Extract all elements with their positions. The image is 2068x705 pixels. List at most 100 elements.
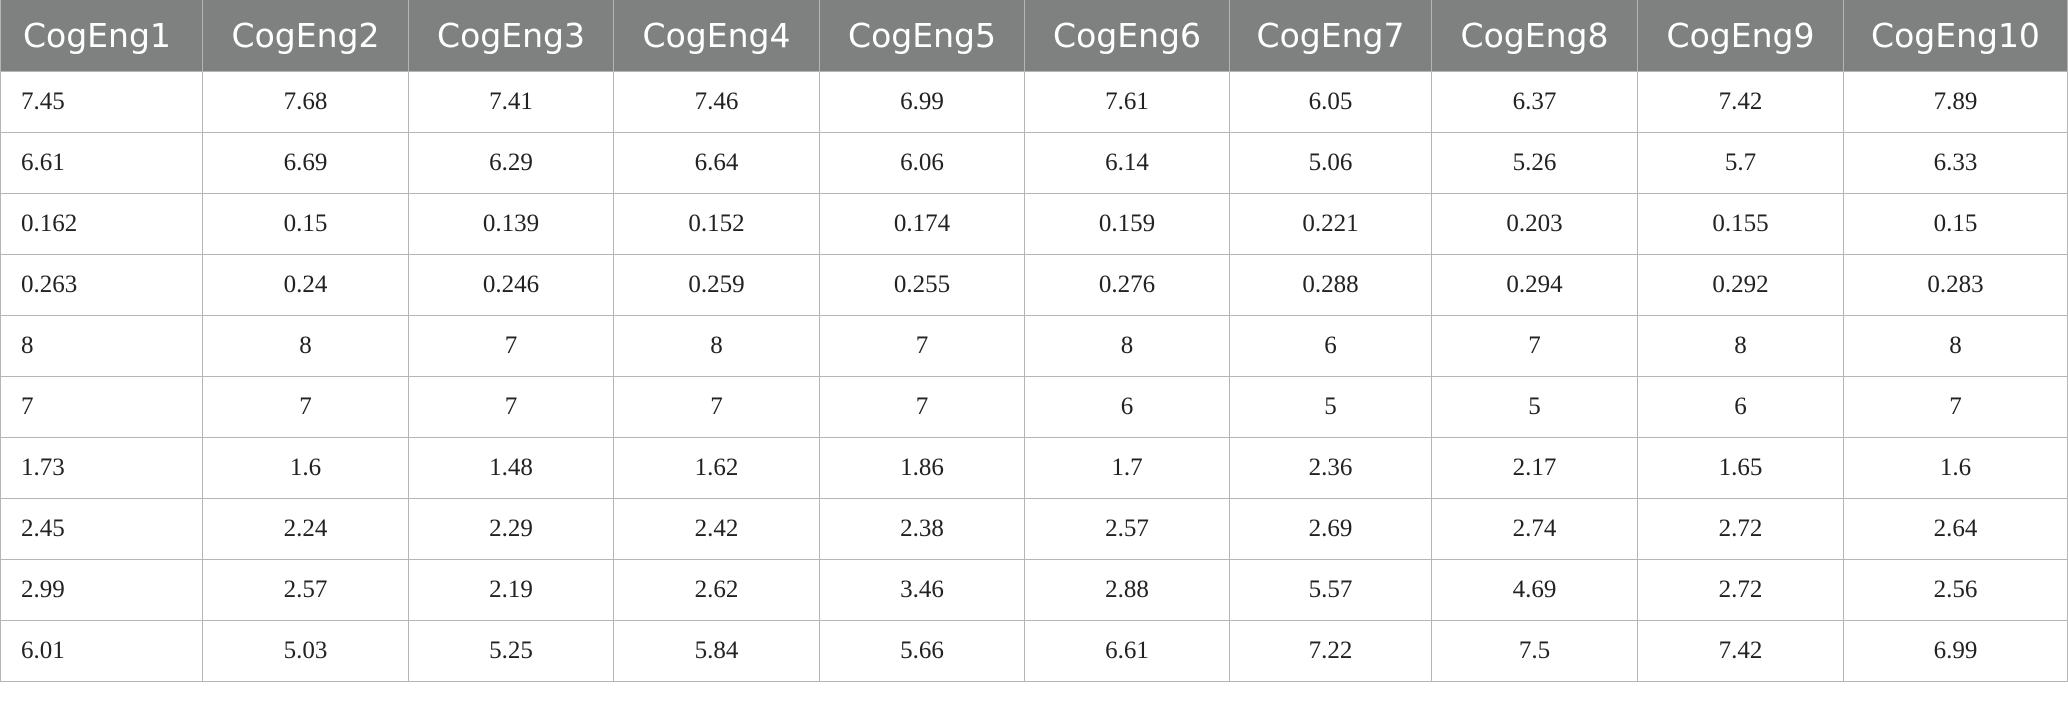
table-cell: 7.45 xyxy=(0,71,203,133)
table-cell: 7.42 xyxy=(1637,71,1844,133)
table-cell: 7 xyxy=(408,376,614,438)
column-header: CogEng3 xyxy=(408,0,614,72)
table-cell: 2.45 xyxy=(0,498,203,560)
table-cell: 2.64 xyxy=(1843,498,2068,560)
table-cell: 5.03 xyxy=(202,620,409,682)
table-row: 1.73 1.6 1.48 1.62 1.86 1.7 2.36 2.17 1.65 1.6 xyxy=(0,437,2068,499)
table-cell: 0.24 xyxy=(202,254,409,316)
table-cell: 6.99 xyxy=(1843,620,2068,682)
column-header: CogEng2 xyxy=(202,0,409,72)
table-cell: 0.288 xyxy=(1229,254,1432,316)
table-cell: 0.15 xyxy=(202,193,409,255)
table-cell: 2.99 xyxy=(0,559,203,621)
table-cell: 2.74 xyxy=(1431,498,1638,560)
table-cell: 1.48 xyxy=(408,437,614,499)
table-cell: 8 xyxy=(613,315,820,377)
table-cell: 5.06 xyxy=(1229,132,1432,194)
table-cell: 1.7 xyxy=(1024,437,1230,499)
table-cell: 7.89 xyxy=(1843,71,2068,133)
table-row: 2.45 2.24 2.29 2.42 2.38 2.57 2.69 2.74 2.72 2.64 xyxy=(0,498,2068,560)
table-cell: 2.29 xyxy=(408,498,614,560)
table-cell: 7.61 xyxy=(1024,71,1230,133)
table-cell: 0.162 xyxy=(0,193,203,255)
table-cell: 0.283 xyxy=(1843,254,2068,316)
table-cell: 0.203 xyxy=(1431,193,1638,255)
table-cell: 6.33 xyxy=(1843,132,2068,194)
table-cell: 1.73 xyxy=(0,437,203,499)
table-cell: 5.25 xyxy=(408,620,614,682)
table-cell: 2.56 xyxy=(1843,559,2068,621)
table-cell: 2.57 xyxy=(202,559,409,621)
table-cell: 6.99 xyxy=(819,71,1025,133)
table-cell: 2.88 xyxy=(1024,559,1230,621)
data-table: CogEng1 CogEng2 CogEng3 CogEng4 CogEng5 CogEn… xyxy=(0,0,2068,682)
table-cell: 6.61 xyxy=(0,132,203,194)
table-cell: 7 xyxy=(819,376,1025,438)
table-cell: 7.68 xyxy=(202,71,409,133)
table-cell: 1.86 xyxy=(819,437,1025,499)
table-cell: 2.36 xyxy=(1229,437,1432,499)
table-cell: 0.246 xyxy=(408,254,614,316)
table-cell: 6.37 xyxy=(1431,71,1638,133)
table-cell: 2.57 xyxy=(1024,498,1230,560)
column-header: CogEng8 xyxy=(1431,0,1638,72)
column-header: CogEng6 xyxy=(1024,0,1230,72)
column-header: CogEng7 xyxy=(1229,0,1432,72)
table-cell: 1.65 xyxy=(1637,437,1844,499)
table-cell: 6.06 xyxy=(819,132,1025,194)
table-cell: 5.7 xyxy=(1637,132,1844,194)
column-header: CogEng1 xyxy=(0,0,203,72)
table-cell: 2.24 xyxy=(202,498,409,560)
table-cell: 7.42 xyxy=(1637,620,1844,682)
table-cell: 0.159 xyxy=(1024,193,1230,255)
table-cell: 8 xyxy=(0,315,203,377)
table-cell: 7 xyxy=(0,376,203,438)
table-cell: 7.46 xyxy=(613,71,820,133)
table-cell: 5 xyxy=(1229,376,1432,438)
table-cell: 5.66 xyxy=(819,620,1025,682)
table-cell: 6.29 xyxy=(408,132,614,194)
table-cell: 0.294 xyxy=(1431,254,1638,316)
table-cell: 2.38 xyxy=(819,498,1025,560)
table-cell: 1.6 xyxy=(202,437,409,499)
table-cell: 8 xyxy=(1024,315,1230,377)
table-cell: 2.62 xyxy=(613,559,820,621)
table-row: 6.61 6.69 6.29 6.64 6.06 6.14 5.06 5.26 5.7 6.33 xyxy=(0,132,2068,194)
table-cell: 2.72 xyxy=(1637,498,1844,560)
column-header: CogEng9 xyxy=(1637,0,1844,72)
table-cell: 6.69 xyxy=(202,132,409,194)
table-row: 0.263 0.24 0.246 0.259 0.255 0.276 0.288 0.294 0… xyxy=(0,254,2068,316)
table-cell: 7.22 xyxy=(1229,620,1432,682)
table-cell: 7 xyxy=(613,376,820,438)
table-cell: 3.46 xyxy=(819,559,1025,621)
table-cell: 2.19 xyxy=(408,559,614,621)
table-cell: 5 xyxy=(1431,376,1638,438)
column-header: CogEng5 xyxy=(819,0,1025,72)
table-cell: 6.61 xyxy=(1024,620,1230,682)
header-row: CogEng1 CogEng2 CogEng3 CogEng4 CogEng5 CogEn… xyxy=(0,0,2068,72)
table-cell: 0.259 xyxy=(613,254,820,316)
table-row: 2.99 2.57 2.19 2.62 3.46 2.88 5.57 4.69 2.72 2.56 xyxy=(0,559,2068,621)
table-row: 7.45 7.68 7.41 7.46 6.99 7.61 6.05 6.37 7.42 7.89 xyxy=(0,71,2068,133)
table-cell: 1.6 xyxy=(1843,437,2068,499)
table-cell: 6 xyxy=(1637,376,1844,438)
table-cell: 0.15 xyxy=(1843,193,2068,255)
table-cell: 7 xyxy=(1843,376,2068,438)
table-cell: 7 xyxy=(202,376,409,438)
table-cell: 4.69 xyxy=(1431,559,1638,621)
table-cell: 2.17 xyxy=(1431,437,1638,499)
table-cell: 6 xyxy=(1024,376,1230,438)
table-cell: 7 xyxy=(408,315,614,377)
table-cell: 0.292 xyxy=(1637,254,1844,316)
table-cell: 6.14 xyxy=(1024,132,1230,194)
column-header: CogEng4 xyxy=(613,0,820,72)
table-cell: 5.57 xyxy=(1229,559,1432,621)
table-cell: 7 xyxy=(819,315,1025,377)
table-cell: 6.01 xyxy=(0,620,203,682)
table-cell: 0.276 xyxy=(1024,254,1230,316)
table-cell: 8 xyxy=(1637,315,1844,377)
table-cell: 2.69 xyxy=(1229,498,1432,560)
table-row: 6.01 5.03 5.25 5.84 5.66 6.61 7.22 7.5 7.42 6.99 xyxy=(0,620,2068,682)
